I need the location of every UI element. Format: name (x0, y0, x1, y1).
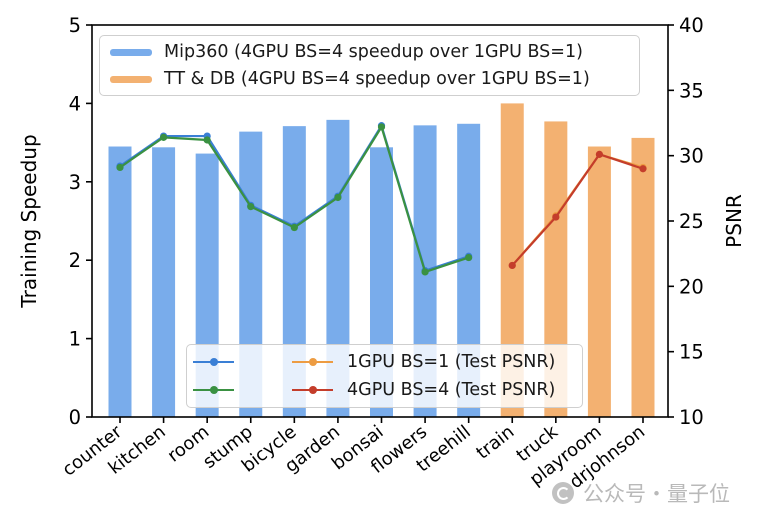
psnr-point-drjohnson (639, 165, 647, 173)
bar-garden (326, 119, 350, 417)
psnr-point-garden (334, 193, 342, 202)
legend-line-1gpu-blue-icon (193, 360, 234, 364)
legend-label-ttdb: TT & DB (4GPU BS=4 speedup over 1GPU BS=… (164, 69, 590, 89)
legend-label-1gpu-psnr: 1GPU BS=1 (Test PSNR) (347, 352, 556, 372)
left-tick-label: 1 (69, 328, 81, 351)
legend-label-4gpu-psnr: 4GPU BS=4 (Test PSNR) (347, 380, 556, 400)
legend-line-1gpu-orange-icon (292, 360, 333, 364)
watermark: 公众号・量子位 (552, 478, 730, 508)
legend-item-ttdb: TT & DB (4GPU BS=4 speedup over 1GPU BS=… (100, 66, 639, 93)
psnr-point-treehill (465, 253, 473, 262)
right-tick-label: 30 (679, 145, 704, 168)
left-tick-label: 0 (69, 406, 81, 429)
legend-item-4gpu-psnr: 4GPU BS=4 (Test PSNR) (187, 376, 582, 404)
legend-swatch-mip360 (110, 48, 152, 56)
right-axis-title-text: PSNR (722, 194, 746, 248)
right-tick-label: 10 (679, 406, 704, 429)
bar-playroom (587, 146, 611, 417)
legend-item-mip360: Mip360 (4GPU BS=4 speedup over 1GPU BS=1… (100, 39, 639, 66)
right-tick-label: 15 (679, 341, 704, 364)
psnr-point-truck (552, 213, 560, 221)
right-tick-label: 35 (679, 79, 704, 102)
psnr-point-bicycle (290, 223, 298, 232)
left-tick-label: 5 (69, 14, 81, 37)
psnr-point-flowers (421, 268, 429, 276)
psnr-point-counter (116, 163, 124, 172)
psnr-point-train (508, 261, 516, 270)
psnr-point-room (203, 136, 211, 144)
legend-line-4gpu-green-icon (193, 388, 234, 392)
legend-swatch-ttdb (110, 75, 152, 83)
bar-counter (108, 146, 132, 417)
psnr-line-2 (511, 153, 644, 267)
legend-label-mip360: Mip360 (4GPU BS=4 speedup over 1GPU BS=1… (164, 42, 583, 62)
x-tick-label-train: train (472, 421, 518, 463)
legend-bars: Mip360 (4GPU BS=4 speedup over 1GPU BS=1… (99, 35, 640, 96)
bar-treehill (457, 123, 481, 417)
legend-line-4gpu-red-icon (292, 388, 333, 392)
bar-drjohnson (631, 137, 655, 417)
right-tick-label: 25 (679, 210, 704, 233)
right-axis-title: PSNR (722, 194, 758, 248)
right-tick-label: 20 (679, 275, 704, 298)
watermark-badge-icon (552, 482, 574, 504)
legend-item-1gpu-psnr: 1GPU BS=1 (Test PSNR) (187, 348, 582, 376)
left-tick-label: 3 (69, 171, 81, 194)
left-tick-label: 2 (69, 249, 81, 272)
legend-lines: 1GPU BS=1 (Test PSNR) 4GPU BS=4 (Test PS… (186, 344, 583, 408)
psnr-line-3 (511, 153, 644, 267)
psnr-point-stump (247, 203, 255, 211)
bar-kitchen (152, 147, 176, 417)
left-tick-label: 4 (69, 92, 81, 115)
bar-truck (544, 121, 568, 417)
bar-train (500, 103, 524, 418)
psnr-point-bonsai (377, 123, 386, 131)
left-axis-title-text: Training Speedup (17, 134, 41, 308)
psnr-point-playroom (595, 150, 604, 158)
psnr-point-kitchen (159, 133, 168, 141)
watermark-text: 公众号・量子位 (583, 482, 730, 506)
left-axis-title: Training Speedup (17, 134, 202, 307)
right-tick-label: 40 (679, 14, 704, 37)
